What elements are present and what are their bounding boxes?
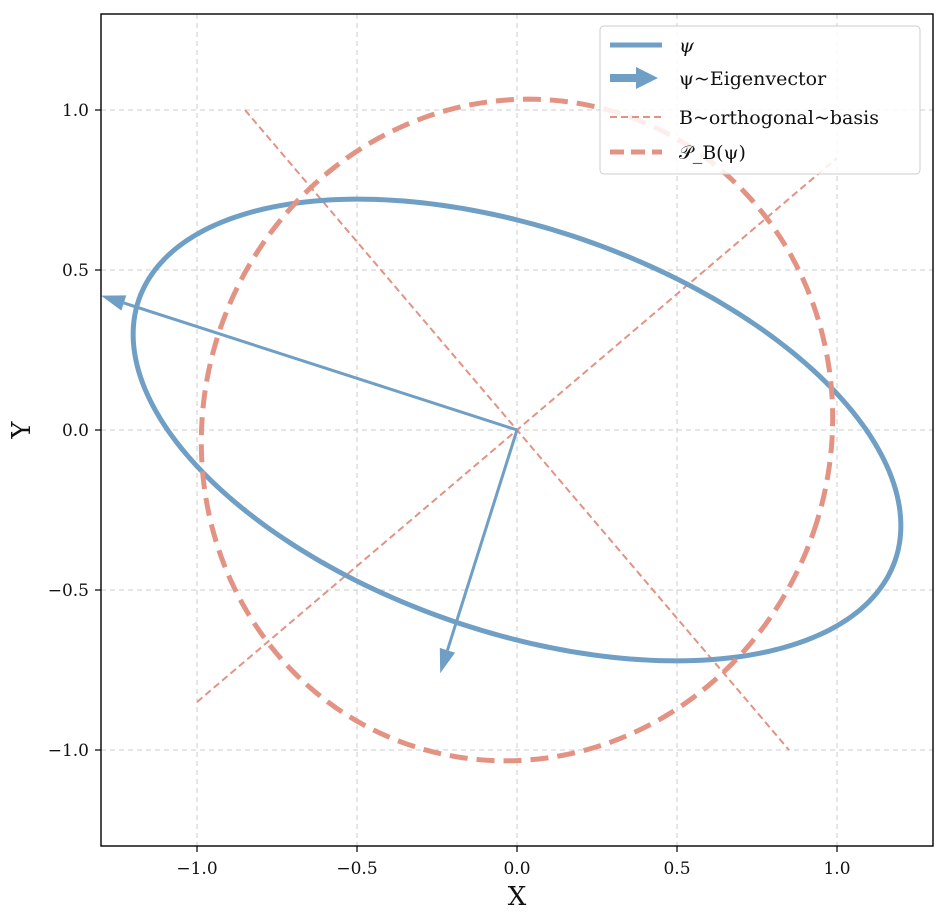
projection-ellipse: [198, 96, 836, 764]
x-tick-label: −1.0: [176, 859, 217, 879]
eigenvector-arrowhead: [101, 295, 127, 311]
x-tick-label: −0.5: [336, 859, 377, 879]
legend-eigen-swatch: [610, 67, 658, 89]
y-tick-label: −1.0: [48, 741, 89, 761]
y-tick-label: 0.5: [62, 261, 89, 281]
legend-proj-label: 𝒫_B(ψ): [679, 142, 746, 164]
x-tick-label: 0.5: [663, 859, 690, 879]
legend-psi-label: ψ: [679, 35, 695, 57]
ticks: −1.0 −0.5 0.0 0.5 1.0 −1.0 −0.5 0.0 0.5 1.0: [48, 101, 851, 879]
eigenvector-arrowhead: [439, 647, 456, 674]
y-tick-label: −0.5: [48, 581, 89, 601]
legend-basis-label: B~orthogonal~basis: [679, 107, 879, 129]
x-tick-label: 1.0: [823, 859, 850, 879]
y-tick-label: 1.0: [62, 101, 89, 121]
eigenvector-shaft: [445, 429, 519, 651]
eigenvector-layer: [101, 295, 519, 674]
y-tick-label: 0.0: [62, 421, 89, 441]
legend: ψ ψ~Eigenvector B~orthogonal~basis 𝒫_B(ψ…: [599, 25, 921, 175]
x-tick-label: 0.0: [503, 859, 530, 879]
y-axis-label: Y: [7, 421, 37, 440]
x-axis-label: X: [508, 882, 527, 912]
eigenvector-shaft: [123, 301, 518, 432]
legend-eigen-label: ψ~Eigenvector: [679, 68, 827, 90]
legend-box: [599, 25, 921, 175]
psi-ellipse: [130, 196, 904, 664]
